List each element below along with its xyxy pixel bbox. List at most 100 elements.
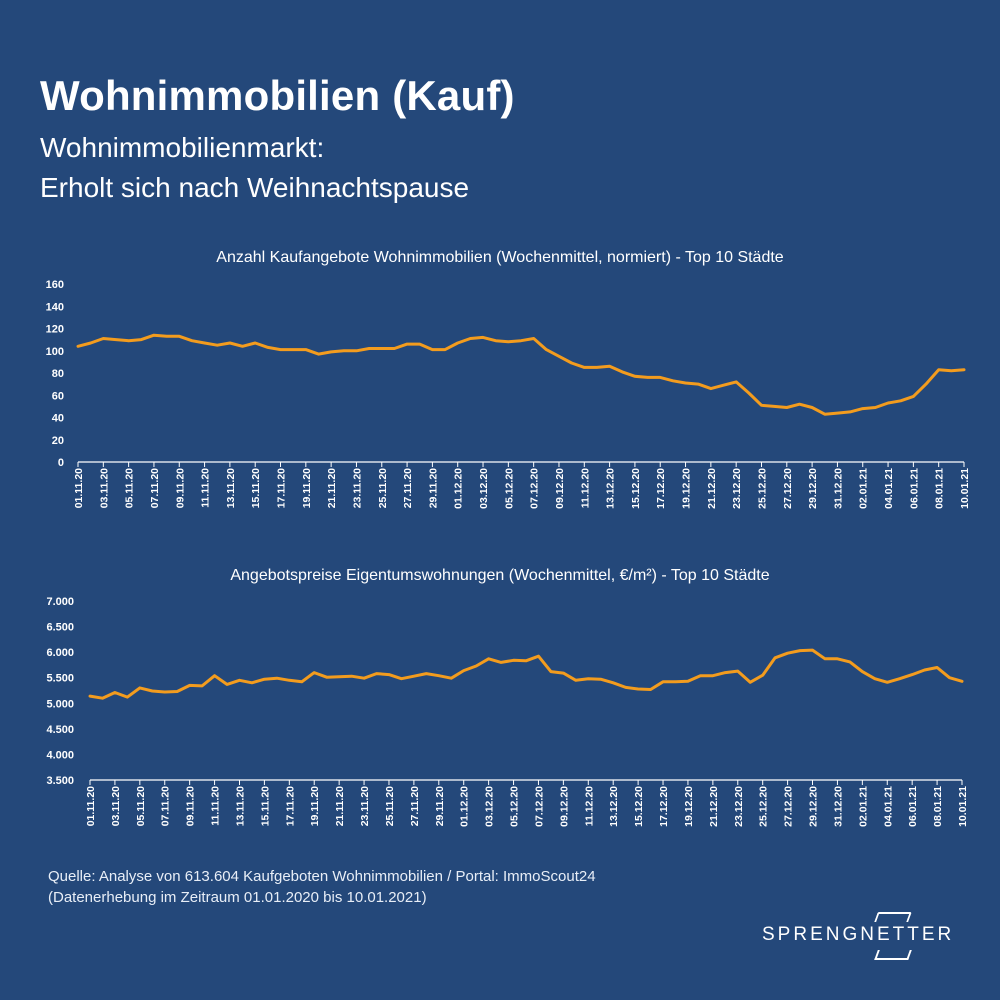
offers-y-tick-label: 140 [46, 301, 64, 313]
prices-y-tick-label: 3.500 [46, 775, 74, 787]
prices-x-tick-label: 08.01.21 [932, 786, 944, 827]
prices-x-tick-label: 09.11.20 [185, 786, 197, 826]
prices-x-tick-label: 19.11.20 [309, 786, 321, 826]
prices-x-tick-label: 01.12.20 [459, 786, 471, 827]
prices-x-tick-label: 19.12.20 [683, 786, 695, 827]
offers-y-tick-label: 100 [46, 346, 64, 358]
prices-x-tick-label: 03.11.20 [110, 786, 122, 826]
offers-x-tick-label: 08.01.21 [934, 468, 946, 509]
prices-x-tick-label: 25.11.20 [384, 786, 396, 826]
sprengnetter-logo: SPRENGNETTER [762, 910, 952, 960]
offers-x-tick-label: 13.11.20 [225, 468, 237, 508]
logo-text: SPRENGNETTER [762, 924, 955, 945]
offers-x-tick-label: 17.11.20 [276, 468, 288, 508]
prices-x-tick-label: 06.01.21 [907, 786, 919, 827]
offers-count-chart: Anzahl Kaufangebote Wohnimmobilien (Woch… [0, 240, 1000, 530]
source-line-1: Quelle: Analyse von 613.604 Kaufgeboten … [48, 868, 596, 885]
offers-y-tick-label: 0 [58, 457, 64, 469]
offers-y-tick-label: 120 [46, 324, 64, 336]
page-subtitle: Wohnimmobilienmarkt: Erholt sich nach We… [40, 128, 469, 208]
offers-x-tick-label: 29.11.20 [427, 468, 439, 508]
prices-x-tick-label: 29.12.20 [808, 786, 820, 827]
prices-x-tick-label: 25.12.20 [758, 786, 770, 827]
prices-x-tick-label: 17.11.20 [284, 786, 296, 826]
prices-chart: Angebotspreise Eigentumswohnungen (Woche… [0, 560, 1000, 850]
prices-x-tick-label: 15.12.20 [633, 786, 645, 827]
offers-x-tick-label: 11.12.20 [579, 468, 591, 508]
prices-x-tick-label: 31.12.20 [832, 786, 844, 827]
offers-x-tick-label: 13.12.20 [605, 468, 617, 509]
offers-chart-title: Anzahl Kaufangebote Wohnimmobilien (Woch… [216, 249, 784, 266]
offers-x-tick-label: 19.12.20 [681, 468, 693, 509]
prices-x-tick-label: 05.11.20 [135, 786, 147, 826]
offers-x-tick-label: 07.12.20 [529, 468, 541, 509]
prices-y-tick-label: 6.500 [46, 622, 74, 634]
prices-series-line [88, 648, 964, 700]
prices-x-tick-label: 03.12.20 [484, 786, 496, 827]
prices-y-tick-label: 4.500 [46, 724, 74, 736]
offers-x-tick-label: 25.12.20 [756, 468, 768, 509]
prices-x-tick-label: 27.11.20 [409, 786, 421, 826]
prices-y-tick-label: 5.000 [46, 698, 74, 710]
offers-count-chart-svg: Anzahl Kaufangebote Wohnimmobilien (Woch… [46, 249, 971, 509]
offers-x-tick-label: 27.12.20 [782, 468, 794, 509]
offers-x-tick-label: 17.12.20 [655, 468, 667, 509]
prices-x-tick-label: 11.12.20 [583, 786, 595, 826]
offers-y-tick-label: 160 [46, 279, 64, 291]
logo-bracket-bottom-icon [874, 950, 912, 960]
offers-x-tick-label: 25.11.20 [377, 468, 389, 508]
prices-x-tick-label: 07.11.20 [160, 786, 172, 826]
offers-x-tick-label: 15.12.20 [630, 468, 642, 509]
source-note: Quelle: Analyse von 613.604 Kaufgeboten … [48, 866, 596, 908]
offers-x-tick-label: 19.11.20 [301, 468, 313, 508]
offers-x-tick-label: 27.11.20 [402, 468, 414, 508]
prices-x-tick-label: 11.11.20 [210, 786, 222, 826]
offers-x-tick-label: 09.12.20 [554, 468, 566, 509]
offers-x-tick-label: 01.12.20 [453, 468, 465, 509]
prices-x-tick-label: 04.01.21 [882, 786, 894, 827]
logo-bracket-top-icon [874, 912, 912, 922]
offers-x-tick-label: 15.11.20 [250, 468, 262, 508]
offers-x-tick-label: 03.11.20 [98, 468, 110, 508]
offers-series-line [76, 333, 966, 416]
offers-x-tick-label: 09.11.20 [174, 468, 186, 508]
offers-y-tick-label: 40 [52, 413, 64, 425]
prices-x-tick-label: 07.12.20 [533, 786, 545, 827]
offers-x-tick-label: 05.12.20 [503, 468, 515, 509]
offers-x-tick-label: 23.12.20 [731, 468, 743, 509]
offers-x-tick-label: 21.11.20 [326, 468, 338, 508]
offers-x-tick-label: 31.12.20 [832, 468, 844, 509]
offers-y-tick-label: 80 [52, 368, 64, 380]
prices-y-tick-label: 6.000 [46, 647, 74, 659]
prices-x-tick-label: 21.11.20 [334, 786, 346, 826]
prices-x-tick-label: 27.12.20 [783, 786, 795, 827]
offers-x-tick-label: 29.12.20 [807, 468, 819, 509]
subtitle-line-2: Erholt sich nach Weihnachtspause [40, 172, 470, 203]
offers-x-tick-label: 06.01.21 [908, 468, 920, 509]
offers-x-tick-label: 10.01.21 [959, 468, 971, 509]
offers-x-tick-label: 11.11.20 [200, 468, 212, 508]
prices-x-tick-label: 29.11.20 [434, 786, 446, 826]
offers-y-tick-label: 60 [52, 390, 64, 402]
offers-x-tick-label: 05.11.20 [124, 468, 136, 508]
prices-x-tick-label: 17.12.20 [658, 786, 670, 827]
prices-y-tick-label: 5.500 [46, 673, 74, 685]
page-title: Wohnimmobilien (Kauf) [40, 72, 515, 119]
prices-x-tick-label: 09.12.20 [558, 786, 570, 827]
offers-x-tick-label: 04.01.21 [883, 468, 895, 509]
prices-x-tick-label: 10.01.21 [957, 786, 969, 827]
prices-x-tick-label: 21.12.20 [708, 786, 720, 827]
subtitle-line-1: Wohnimmobilienmarkt: [40, 132, 325, 163]
prices-x-tick-label: 23.11.20 [359, 786, 371, 826]
prices-x-tick-label: 02.01.21 [857, 786, 869, 827]
offers-x-tick-label: 07.11.20 [149, 468, 161, 508]
prices-x-tick-label: 15.11.20 [259, 786, 271, 826]
prices-x-tick-label: 13.12.20 [608, 786, 620, 827]
prices-y-tick-label: 7.000 [46, 596, 74, 608]
offers-x-tick-label: 23.11.20 [351, 468, 363, 508]
prices-x-tick-label: 05.12.20 [509, 786, 521, 827]
prices-x-tick-label: 13.11.20 [234, 786, 246, 826]
prices-chart-svg: Angebotspreise Eigentumswohnungen (Woche… [46, 567, 969, 827]
offers-x-tick-label: 02.01.21 [858, 468, 870, 509]
prices-chart-title: Angebotspreise Eigentumswohnungen (Woche… [230, 567, 769, 584]
